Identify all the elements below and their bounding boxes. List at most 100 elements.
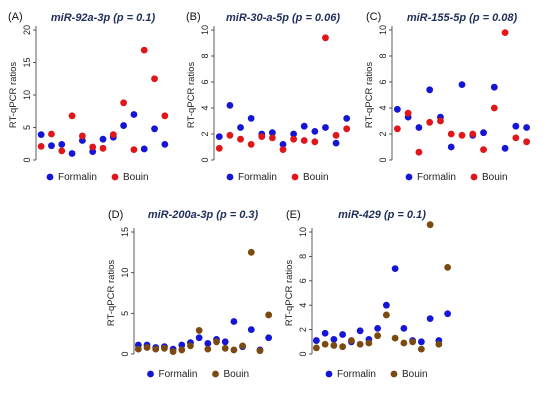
data-point-bouin — [347, 337, 355, 344]
data-point-formalin — [415, 124, 423, 131]
data-point-formalin — [120, 122, 128, 129]
data-point-bouin — [393, 125, 401, 133]
data-point-bouin — [221, 344, 229, 352]
data-point-formalin — [393, 105, 401, 113]
data-point-formalin — [58, 141, 66, 148]
data-point-formalin — [99, 135, 107, 143]
data-point-bouin — [169, 348, 177, 355]
data-point-formalin — [321, 329, 329, 337]
data-point-bouin — [58, 147, 66, 155]
y-tick-label: 4 — [378, 105, 388, 110]
data-point-bouin — [258, 133, 266, 141]
legend-label-formalin: Formalin — [337, 369, 376, 380]
data-point-bouin — [437, 117, 444, 125]
data-point-formalin — [230, 318, 238, 325]
data-point-formalin — [195, 334, 203, 342]
data-point-formalin — [512, 122, 520, 130]
data-point-bouin — [321, 340, 329, 348]
data-point-formalin — [265, 334, 273, 342]
data-point-bouin — [458, 131, 466, 139]
data-point-formalin — [37, 131, 45, 139]
data-point-bouin — [140, 46, 148, 54]
data-point-formalin — [330, 335, 338, 343]
data-point-formalin — [382, 301, 390, 309]
legend-marker-formalin — [147, 370, 154, 378]
data-point-formalin — [268, 129, 276, 137]
legend-marker-bouin — [470, 173, 478, 181]
y-tick-label: 4 — [200, 105, 210, 110]
chart-title: miR-155-5p (p = 0.08) — [407, 12, 518, 24]
legend-label-formalin: Formalin — [238, 172, 277, 183]
data-point-formalin — [322, 124, 329, 131]
data-point-bouin — [330, 342, 338, 349]
y-tick-label: 0 — [378, 157, 388, 162]
data-point-formalin — [400, 324, 408, 332]
data-point-bouin — [312, 344, 320, 352]
data-point-bouin — [523, 138, 531, 146]
y-tick-label: 5 — [22, 125, 32, 130]
legend-label-formalin: Formalin — [417, 172, 456, 183]
data-point-bouin — [48, 130, 55, 138]
y-tick-label: 0 — [298, 351, 308, 356]
y-axis-label: RT-qPCR ratios — [8, 62, 19, 129]
y-tick-label: 8 — [378, 53, 388, 58]
chart-title: miR-429 (p = 0.1) — [338, 209, 426, 221]
data-point-bouin — [391, 334, 399, 342]
data-point-bouin — [332, 131, 340, 139]
data-point-bouin — [400, 339, 408, 347]
data-point-bouin — [215, 144, 223, 152]
data-point-bouin — [99, 144, 107, 152]
data-point-bouin — [322, 34, 329, 42]
legend-marker-formalin — [405, 173, 413, 181]
y-tick-label: 15 — [22, 57, 32, 67]
data-point-bouin — [435, 340, 443, 348]
data-point-bouin — [152, 345, 160, 353]
data-point-bouin — [213, 338, 220, 346]
data-point-formalin — [426, 86, 434, 94]
y-tick-label: 10 — [298, 227, 308, 237]
legend-marker-bouin — [390, 370, 398, 378]
data-point-formalin — [480, 129, 487, 137]
y-tick-label: 0 — [200, 157, 210, 162]
data-point-formalin — [247, 326, 255, 333]
data-point-bouin — [490, 104, 498, 112]
legend-label-formalin: Formalin — [58, 172, 97, 183]
data-point-formalin — [311, 127, 319, 135]
data-point-bouin — [343, 125, 351, 133]
data-point-bouin — [279, 146, 287, 154]
data-point-formalin — [226, 102, 234, 109]
data-point-formalin — [374, 324, 382, 332]
y-axis-label: RT-qPCR ratios — [186, 62, 197, 129]
data-point-bouin — [161, 112, 169, 120]
y-axis-label: RT-qPCR ratios — [106, 260, 117, 327]
data-point-bouin — [426, 118, 434, 126]
data-point-formalin — [178, 341, 186, 349]
chart-panel-c: (C) miR-155-5p (p = 0.08) 0 2 4 6 8 10 RT-qPCR r… — [364, 11, 531, 183]
y-tick-label: 2 — [200, 131, 210, 136]
data-point-formalin — [339, 331, 347, 338]
data-point-bouin — [290, 135, 298, 143]
y-tick-label: 0 — [120, 351, 130, 356]
data-point-bouin — [256, 347, 264, 355]
y-tick-label: 10 — [22, 90, 32, 100]
data-point-bouin — [417, 345, 425, 353]
data-point-formalin — [48, 142, 55, 150]
data-point-bouin — [415, 148, 423, 156]
y-tick-label: 4 — [298, 303, 308, 308]
panel-label: (B) — [186, 11, 201, 23]
data-point-formalin — [290, 130, 298, 138]
data-point-formalin — [426, 315, 434, 323]
y-tick-label: 10 — [200, 25, 210, 35]
y-tick-label: 8 — [298, 254, 308, 259]
data-point-bouin — [143, 344, 151, 351]
data-point-formalin — [215, 133, 223, 141]
data-point-bouin — [109, 131, 117, 139]
chart-title: miR-200a-3p (p = 0.3) — [148, 209, 259, 221]
data-point-bouin — [265, 311, 273, 319]
data-point-bouin — [447, 130, 455, 138]
y-tick-label: 2 — [298, 327, 308, 332]
y-tick-label: 5 — [120, 311, 130, 316]
data-point-bouin — [226, 131, 234, 139]
chart-panel-d: (D) miR-200a-3p (p = 0.3) 0 5 10 15 RT-qPCR ra… — [106, 209, 273, 380]
panel-label: (A) — [8, 11, 23, 23]
